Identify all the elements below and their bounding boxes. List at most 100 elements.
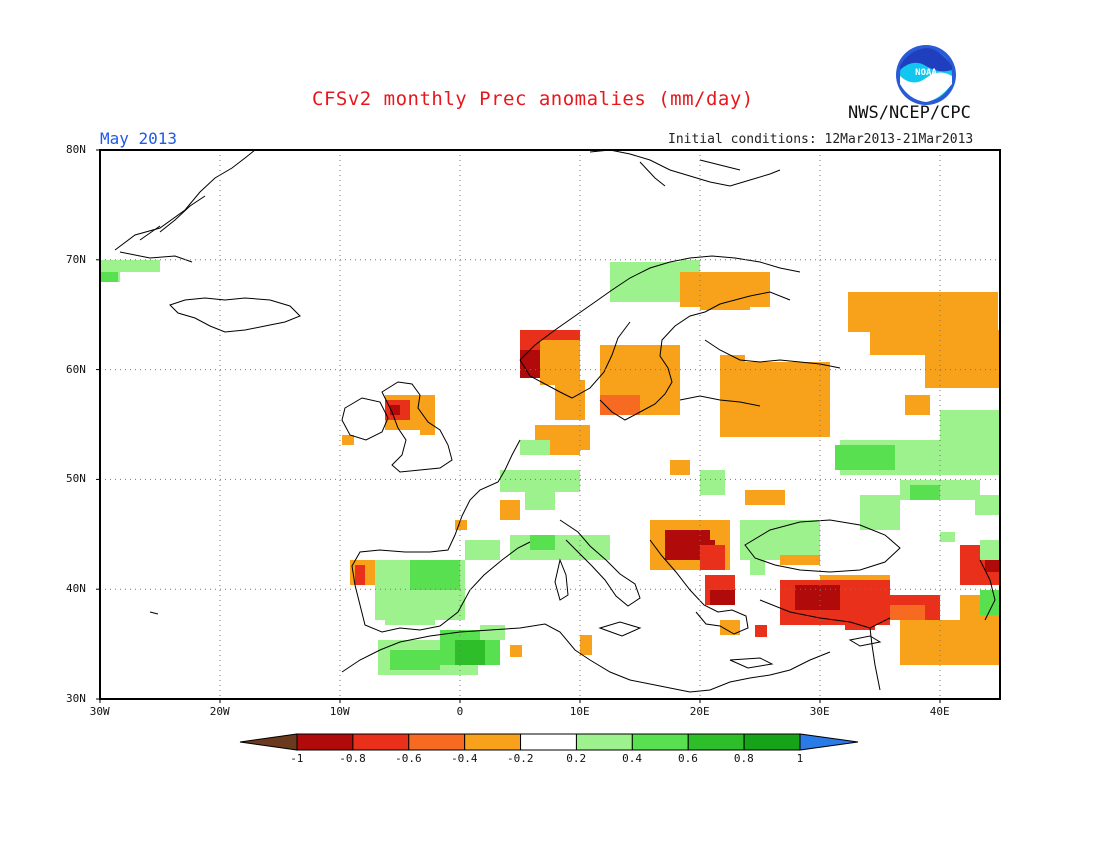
anomaly-cell [540, 340, 580, 385]
coastlines [114, 149, 996, 693]
lat-tick-label: 30N [66, 692, 86, 705]
anomaly-cell [580, 635, 592, 655]
anomaly-cell [745, 490, 785, 505]
lon-tick-label: 20W [209, 705, 230, 718]
anomaly-cell [390, 405, 400, 415]
lat-tick-label: 40N [66, 582, 86, 596]
map-frame [99, 149, 1001, 700]
colorbar-label: -0.8 [339, 752, 366, 765]
anomaly-cell [455, 640, 485, 665]
colorbar-label: 1 [796, 752, 804, 765]
map-title: CFSv2 monthly Prec anomalies (mm/day) [312, 88, 754, 110]
colorbar-label: 0.6 [678, 752, 698, 765]
graticule [100, 150, 1000, 699]
lon-tick-label: 0 [456, 705, 464, 718]
anomaly-cell [925, 350, 1000, 370]
anomaly-cell [500, 500, 520, 520]
lat-tick-label: 50N [66, 472, 86, 486]
anomaly-cell [940, 532, 955, 542]
lon-tick-label: 10W [329, 705, 350, 718]
anomaly-cell [848, 292, 998, 332]
anomaly-cell [720, 620, 740, 635]
anomaly-cell [845, 610, 875, 630]
axis-ticks [96, 149, 941, 703]
anomaly-cell [385, 600, 435, 625]
anomaly-cell [700, 545, 725, 570]
anomaly-cell [750, 560, 765, 575]
lon-tick-label: 40E [929, 705, 950, 718]
anomaly-cell [640, 380, 670, 410]
initial-conditions: Initial conditions: 12Mar2013-21Mar2013 [668, 132, 974, 147]
anomaly-cells [100, 260, 1000, 675]
anomaly-cell [910, 485, 940, 500]
colorbar-label: -0.4 [451, 752, 478, 765]
anomaly-cell [980, 590, 1000, 615]
anomaly-cell [755, 625, 767, 637]
anomaly-cell [510, 645, 522, 657]
lat-tick-label: 60N [66, 362, 86, 376]
anomaly-cell [710, 590, 735, 605]
lat-tick-label: 70N [66, 252, 86, 266]
anomaly-cell [100, 260, 160, 272]
colorbar-swatch [631, 733, 689, 751]
colorbar [239, 733, 859, 751]
anomaly-cell [815, 590, 835, 605]
colorbar-swatch [687, 733, 745, 751]
agency-label: NWS/NCEP/CPC [848, 103, 971, 123]
anomaly-cell [510, 535, 610, 560]
anomaly-cell [700, 300, 750, 310]
anomaly-cell [980, 540, 1000, 560]
colorbar-swatch [408, 733, 466, 751]
colorbar-label: -0.6 [395, 752, 422, 765]
lon-tick-label: 20E [689, 705, 710, 718]
noaa-logo-text: NOAA [915, 68, 937, 78]
colorbar-label: -1 [290, 752, 304, 765]
anomaly-cell [700, 470, 725, 495]
anomaly-cell [835, 445, 895, 470]
anomaly-cell [520, 440, 550, 455]
anomaly-cell [500, 470, 580, 492]
lat-tick-label: 80N [66, 143, 86, 156]
forecast-month: May 2013 [100, 129, 178, 148]
colorbar-swatch [520, 733, 577, 751]
anomaly-cell [465, 540, 500, 560]
colorbar-label: 0.2 [566, 752, 587, 765]
colorbar-arrow-high [799, 733, 859, 751]
noaa-logo: NOAA [896, 45, 956, 105]
lon-tick-label: 30W [89, 705, 110, 718]
anomaly-cell [355, 565, 365, 585]
anomaly-cell [390, 650, 440, 670]
anomaly-cell [100, 272, 118, 282]
lon-tick-label: 30E [809, 705, 830, 718]
colorbar-swatch [352, 733, 410, 751]
anomaly-cell [900, 620, 1000, 665]
anomaly-cell [670, 460, 690, 475]
anomaly-cell [680, 260, 700, 272]
anomaly-cell [720, 355, 745, 365]
anomaly-cell [975, 495, 1000, 515]
colorbar-label: -0.2 [506, 752, 534, 765]
colorbar-arrow-low [239, 733, 298, 751]
anomaly-cell [985, 560, 1000, 572]
anomaly-cell [905, 395, 930, 415]
colorbar-swatch [575, 733, 633, 751]
anomaly-cell [860, 495, 900, 530]
colorbar-label: 0.8 [733, 752, 754, 765]
anomaly-cell [525, 490, 555, 510]
anomaly-cell [780, 555, 820, 565]
anomaly-cell [520, 350, 540, 378]
anomaly-cell [455, 520, 467, 530]
anomaly-cell [735, 385, 795, 425]
colorbar-swatch [464, 733, 522, 751]
colorbar-label: 0.4 [622, 752, 642, 765]
colorbar-swatch [743, 733, 801, 751]
anomaly-cell [530, 535, 555, 550]
anomaly-cell [600, 395, 640, 415]
anomaly-cell [420, 415, 435, 435]
anomaly-cell [925, 370, 1000, 388]
anomaly-cell [940, 410, 1000, 460]
anomaly-cell [410, 560, 460, 590]
anomaly-cell [480, 625, 505, 640]
anomaly-cell [545, 440, 580, 455]
